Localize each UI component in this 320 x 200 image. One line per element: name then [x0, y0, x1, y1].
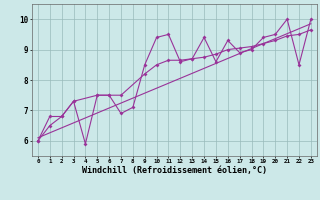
- X-axis label: Windchill (Refroidissement éolien,°C): Windchill (Refroidissement éolien,°C): [82, 166, 267, 175]
